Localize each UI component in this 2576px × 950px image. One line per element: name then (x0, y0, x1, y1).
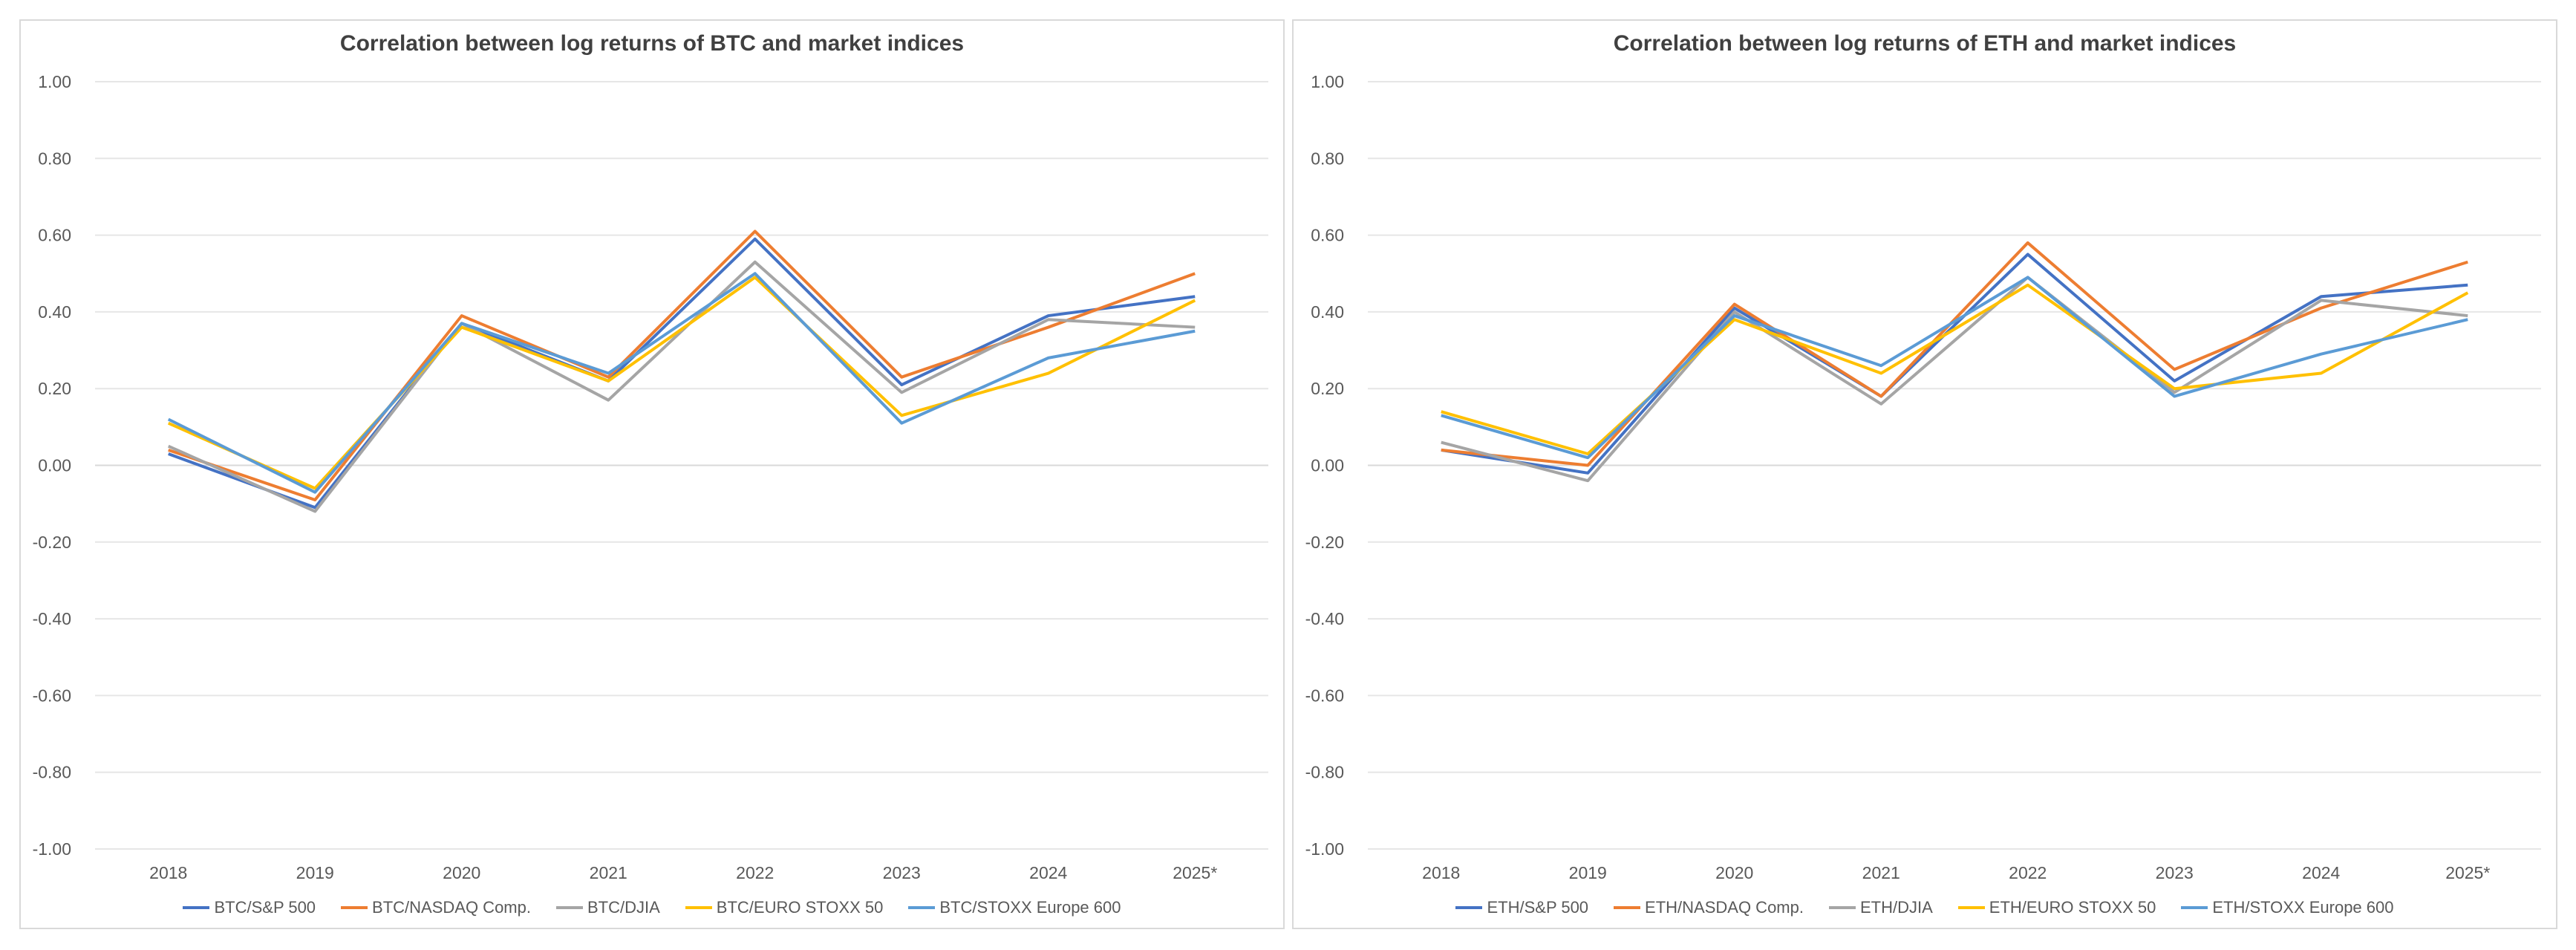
x-tick-label: 2025* (1173, 863, 1217, 882)
y-tick-label: 0.00 (38, 456, 71, 475)
y-tick-label: 0.80 (38, 149, 71, 168)
legend-item: BTC/EURO STOXX 50 (685, 898, 884, 917)
legend-swatch (1957, 906, 1985, 909)
y-tick-label: 1.00 (1311, 72, 1344, 91)
chart-title: Correlation between log returns of BTC a… (339, 31, 965, 56)
x-tick-label: 2022 (736, 863, 774, 882)
legend-swatch (1828, 906, 1856, 909)
legend: ETH/S&P 500 ETH/NASDAQ Comp. ETH/DJIA ETH/E… (1294, 898, 2556, 917)
legend-label: BTC/S&P 500 (214, 898, 316, 917)
legend-label: ETH/STOXX Europe 600 (2212, 898, 2394, 917)
y-tick-label: -0.40 (1305, 609, 1344, 628)
legend-label: ETH/S&P 500 (1487, 898, 1589, 917)
plot-area: 1.00 0.80 0.60 0.40 0.20 0.00 -0.20 -0.40 -0.60 -… (33, 72, 1268, 882)
legend-label: BTC/EURO STOXX 50 (716, 898, 884, 917)
series-line (167, 272, 1196, 494)
legend-label: BTC/STOXX Europe 600 (939, 898, 1121, 917)
series-line (167, 260, 1196, 513)
chart-panel-btc: Correlation between log returns of BTC a… (19, 19, 1285, 929)
y-tick-label: -0.80 (33, 763, 71, 782)
legend-item: BTC/NASDAQ Comp. (341, 898, 531, 917)
legend-item: ETH/S&P 500 (1455, 898, 1588, 917)
x-tick-label: 2023 (883, 863, 921, 882)
series-line (1441, 276, 2468, 460)
y-tick-label: -1.00 (33, 839, 71, 859)
x-tick-label: 2021 (590, 863, 627, 882)
y-tick-label: 0.80 (1311, 149, 1344, 168)
legend-item: ETH/STOXX Europe 600 (2181, 898, 2394, 917)
series-line (168, 230, 1196, 501)
y-tick-label: 0.60 (38, 226, 71, 245)
x-tick-label: 2025* (2445, 863, 2490, 882)
plot-area: 1.00 0.80 0.60 0.40 0.20 0.00 -0.20 -0.40 -0.60 -… (1305, 72, 2541, 882)
legend-item: ETH/NASDAQ Comp. (1614, 898, 1804, 917)
x-tick-label: 2022 (2009, 863, 2047, 882)
y-tick-label: 0.20 (38, 379, 71, 398)
x-tick-label: 2019 (296, 863, 334, 882)
y-tick-label: 0.20 (1311, 379, 1344, 398)
x-tick-label: 2024 (1029, 863, 1067, 882)
legend-label: ETH/NASDAQ Comp. (1645, 898, 1804, 917)
x-tick-label: 2021 (1862, 863, 1900, 882)
legend-item: ETH/DJIA (1828, 898, 1933, 917)
y-tick-label: 1.00 (38, 72, 71, 91)
y-tick-label: -0.40 (33, 609, 71, 628)
legend-label: BTC/NASDAQ Comp. (372, 898, 531, 917)
legend-swatch (2181, 906, 2208, 909)
series-line (1441, 253, 2468, 475)
legend: BTC/S&P 500 BTC/NASDAQ Comp. BTC/DJIA BTC/E… (21, 898, 1283, 917)
legend-swatch (341, 906, 368, 909)
x-tick-label: 2023 (2156, 863, 2194, 882)
y-tick-label: -1.00 (1305, 839, 1344, 859)
legend-swatch (908, 906, 936, 909)
series-line (1441, 241, 2468, 467)
y-tick-label: 0.40 (38, 302, 71, 322)
y-tick-label: -0.60 (33, 686, 71, 705)
legend-swatch (183, 906, 210, 909)
legend-label: ETH/DJIA (1859, 898, 1933, 917)
x-tick-label: 2024 (2302, 863, 2340, 882)
y-tick-label: 0.40 (1311, 302, 1344, 322)
legend-swatch (1455, 906, 1483, 909)
y-tick-label: -0.80 (1305, 763, 1344, 782)
legend-item: BTC/STOXX Europe 600 (908, 898, 1121, 917)
series-line (168, 237, 1196, 510)
series-line (1441, 276, 2468, 483)
series-line (167, 276, 1196, 490)
legend-label: BTC/DJIA (587, 898, 660, 917)
legend-swatch (555, 906, 583, 909)
x-tick-label: 2019 (1569, 863, 1607, 882)
x-tick-label: 2018 (1422, 863, 1460, 882)
y-tick-label: 0.00 (1311, 456, 1344, 475)
y-tick-label: -0.60 (1305, 686, 1344, 705)
legend-label: ETH/EURO STOXX 50 (1989, 898, 2156, 917)
legend-item: BTC/S&P 500 (183, 898, 316, 917)
y-tick-label: -0.20 (33, 533, 71, 552)
legend-item: ETH/EURO STOXX 50 (1957, 898, 2156, 917)
legend-item: BTC/DJIA (555, 898, 660, 917)
x-tick-label: 2018 (149, 863, 187, 882)
series-line (1441, 283, 2469, 456)
x-tick-label: 2020 (443, 863, 480, 882)
legend-swatch (1614, 906, 1641, 909)
y-tick-label: -0.20 (1305, 533, 1344, 552)
legend-swatch (685, 906, 712, 909)
chart-panel-eth: Correlation between log returns of ETH a… (1292, 19, 2557, 929)
x-tick-label: 2020 (1715, 863, 1753, 882)
y-tick-label: 0.60 (1311, 226, 1344, 245)
chart-title: Correlation between log returns of ETH a… (1613, 31, 2237, 56)
